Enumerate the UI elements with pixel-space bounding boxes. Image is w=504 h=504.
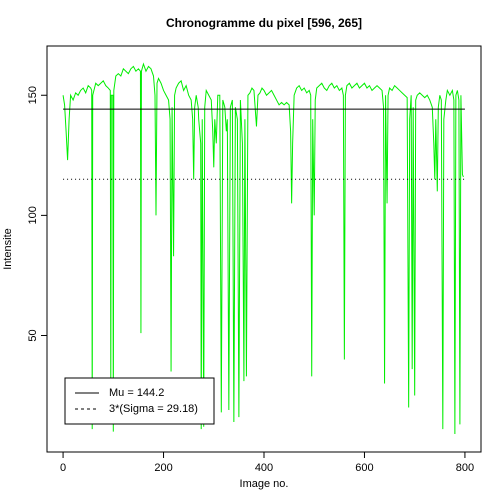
y-tick-label: 50 xyxy=(27,329,39,341)
x-tick-label: 400 xyxy=(255,462,273,474)
y-tick-label: 100 xyxy=(27,206,39,224)
y-axis-label: Intensite xyxy=(2,228,14,270)
legend-label: 3*(Sigma = 29.18) xyxy=(109,403,198,415)
y-tick-label: 150 xyxy=(27,86,39,104)
x-tick-label: 800 xyxy=(456,462,474,474)
x-tick-label: 200 xyxy=(154,462,172,474)
x-axis-label: Image no. xyxy=(240,478,289,490)
chart-title: Chronogramme du pixel [596, 265] xyxy=(166,16,362,30)
legend-box xyxy=(64,377,215,425)
x-tick-label: 0 xyxy=(60,462,66,474)
legend-label: Mu = 144.2 xyxy=(109,387,164,399)
x-tick-label: 600 xyxy=(355,462,373,474)
data-line xyxy=(62,62,464,434)
